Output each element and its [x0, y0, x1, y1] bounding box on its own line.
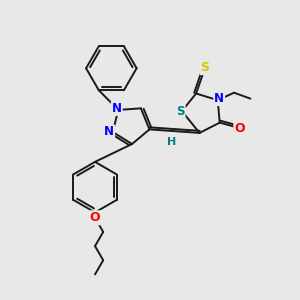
Text: H: H [167, 136, 176, 147]
Text: O: O [90, 211, 100, 224]
Text: N: N [112, 102, 122, 115]
Text: S: S [176, 105, 184, 118]
Text: N: N [214, 92, 224, 105]
Text: O: O [234, 122, 245, 135]
Text: S: S [200, 61, 209, 74]
Text: N: N [104, 125, 114, 139]
